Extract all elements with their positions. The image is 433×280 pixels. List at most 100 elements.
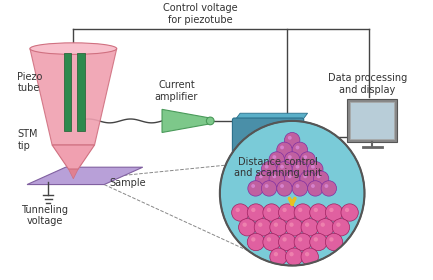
Circle shape bbox=[341, 204, 359, 221]
Bar bbox=[77, 53, 85, 130]
Circle shape bbox=[296, 184, 299, 188]
Circle shape bbox=[239, 219, 256, 236]
Circle shape bbox=[285, 248, 303, 265]
Bar bbox=[347, 99, 397, 142]
Circle shape bbox=[289, 252, 294, 256]
Circle shape bbox=[288, 155, 292, 159]
Circle shape bbox=[325, 204, 343, 221]
Circle shape bbox=[267, 208, 271, 212]
Circle shape bbox=[220, 121, 365, 265]
Circle shape bbox=[251, 184, 255, 188]
Polygon shape bbox=[52, 145, 94, 169]
Circle shape bbox=[317, 174, 320, 178]
Polygon shape bbox=[162, 109, 210, 132]
Circle shape bbox=[305, 223, 309, 227]
Circle shape bbox=[310, 233, 327, 251]
Circle shape bbox=[251, 237, 255, 242]
Text: Data processing
and display: Data processing and display bbox=[328, 73, 407, 95]
Circle shape bbox=[274, 252, 278, 256]
Circle shape bbox=[317, 219, 334, 236]
Circle shape bbox=[284, 132, 300, 148]
Circle shape bbox=[280, 184, 284, 188]
Circle shape bbox=[313, 237, 318, 242]
Circle shape bbox=[310, 204, 327, 221]
Circle shape bbox=[272, 174, 276, 178]
Circle shape bbox=[332, 219, 349, 236]
Circle shape bbox=[255, 171, 271, 186]
Circle shape bbox=[294, 204, 311, 221]
Circle shape bbox=[284, 152, 300, 167]
Circle shape bbox=[303, 174, 307, 178]
Circle shape bbox=[292, 161, 307, 177]
Circle shape bbox=[301, 248, 318, 265]
Circle shape bbox=[251, 208, 255, 212]
Text: STM
tip: STM tip bbox=[17, 129, 38, 151]
Circle shape bbox=[298, 237, 302, 242]
Circle shape bbox=[329, 208, 333, 212]
Circle shape bbox=[307, 181, 323, 196]
Text: Sample: Sample bbox=[109, 178, 145, 188]
Circle shape bbox=[265, 184, 268, 188]
Circle shape bbox=[254, 219, 271, 236]
Circle shape bbox=[236, 208, 240, 212]
Circle shape bbox=[269, 171, 284, 186]
Circle shape bbox=[280, 146, 284, 149]
Circle shape bbox=[298, 208, 302, 212]
Circle shape bbox=[285, 219, 303, 236]
Circle shape bbox=[277, 181, 292, 196]
Circle shape bbox=[288, 136, 292, 140]
Circle shape bbox=[270, 219, 287, 236]
Circle shape bbox=[272, 155, 276, 159]
Circle shape bbox=[280, 165, 284, 169]
Text: Control voltage
for piezotube: Control voltage for piezotube bbox=[163, 3, 238, 25]
Circle shape bbox=[300, 171, 315, 186]
Circle shape bbox=[248, 181, 263, 196]
Circle shape bbox=[284, 171, 300, 186]
Circle shape bbox=[269, 152, 284, 167]
Circle shape bbox=[263, 204, 280, 221]
Circle shape bbox=[336, 223, 340, 227]
Circle shape bbox=[282, 237, 287, 242]
Circle shape bbox=[262, 161, 277, 177]
Circle shape bbox=[270, 248, 287, 265]
Circle shape bbox=[296, 146, 299, 149]
Circle shape bbox=[259, 174, 263, 178]
Circle shape bbox=[296, 165, 299, 169]
Circle shape bbox=[263, 233, 280, 251]
Circle shape bbox=[294, 233, 311, 251]
Circle shape bbox=[247, 233, 265, 251]
Circle shape bbox=[288, 174, 292, 178]
Circle shape bbox=[292, 181, 307, 196]
Circle shape bbox=[278, 233, 296, 251]
Circle shape bbox=[292, 142, 307, 158]
Circle shape bbox=[311, 165, 315, 169]
Circle shape bbox=[307, 161, 323, 177]
Circle shape bbox=[267, 237, 271, 242]
Circle shape bbox=[262, 181, 277, 196]
Polygon shape bbox=[30, 49, 117, 145]
Circle shape bbox=[345, 208, 349, 212]
Polygon shape bbox=[234, 113, 307, 121]
FancyBboxPatch shape bbox=[233, 118, 304, 156]
Circle shape bbox=[324, 184, 328, 188]
Circle shape bbox=[278, 204, 296, 221]
Circle shape bbox=[303, 155, 307, 159]
Circle shape bbox=[321, 181, 336, 196]
Circle shape bbox=[289, 223, 294, 227]
Circle shape bbox=[277, 142, 292, 158]
Circle shape bbox=[242, 223, 247, 227]
Circle shape bbox=[258, 223, 262, 227]
Circle shape bbox=[311, 184, 315, 188]
Polygon shape bbox=[68, 169, 78, 179]
Circle shape bbox=[329, 237, 333, 242]
Bar bbox=[350, 102, 394, 139]
Circle shape bbox=[277, 161, 292, 177]
Text: Current
amplifier: Current amplifier bbox=[155, 80, 198, 102]
Circle shape bbox=[265, 165, 268, 169]
Bar bbox=[64, 53, 71, 130]
Circle shape bbox=[232, 204, 249, 221]
Polygon shape bbox=[27, 167, 143, 185]
Text: Tunneling
voltage: Tunneling voltage bbox=[21, 205, 68, 227]
Circle shape bbox=[313, 208, 318, 212]
Circle shape bbox=[305, 252, 309, 256]
